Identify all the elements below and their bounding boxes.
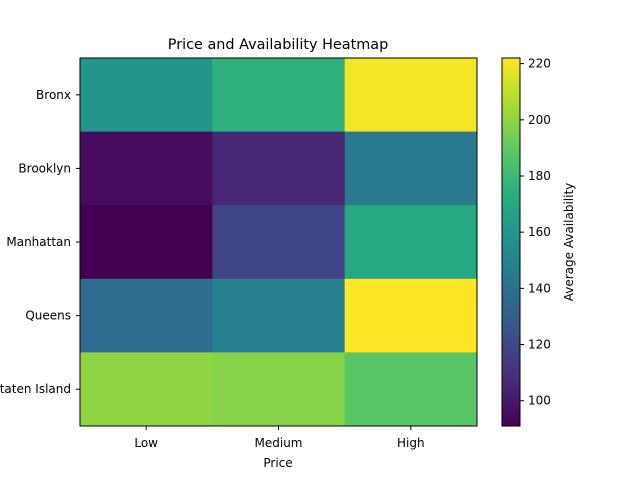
y-tick-label: Staten Island — [0, 382, 71, 396]
x-axis-label: Price — [263, 456, 292, 470]
colorbar-tick-label: 120 — [528, 338, 551, 352]
chart-title: Price and Availability Heatmap — [168, 37, 388, 53]
colorbar-tick-label: 140 — [528, 281, 551, 295]
colorbar — [501, 57, 521, 427]
heatmap-cell — [212, 278, 346, 353]
heatmap-cells — [80, 58, 478, 427]
heatmap-cell — [80, 131, 213, 206]
x-axis-ticks: Low Medium High — [134, 426, 425, 450]
colorbar-tick-label: 220 — [528, 57, 551, 71]
heatmap-cell — [344, 131, 478, 206]
heatmap-cell — [80, 352, 213, 427]
y-tick-label: Manhattan — [6, 235, 71, 249]
heatmap-cell — [212, 205, 346, 280]
x-tick-label: Low — [134, 436, 158, 450]
colorbar-label: Average Availability — [562, 183, 576, 302]
colorbar-tick-label: 180 — [528, 169, 551, 183]
heatmap-cell — [80, 205, 213, 280]
colorbar-ticks: 100 120 140 160 180 200 220 — [520, 57, 551, 408]
y-axis-ticks: Bronx Brooklyn Manhattan Queens Staten Islan… — [0, 88, 80, 396]
heatmap-cell — [344, 205, 478, 280]
colorbar-tick-label: 100 — [528, 394, 551, 408]
x-tick-label: Medium — [255, 436, 303, 450]
heatmap-cell — [80, 278, 213, 353]
colorbar-tick-label: 200 — [528, 113, 551, 127]
y-tick-label: Bronx — [36, 88, 71, 102]
heatmap-cell — [212, 58, 346, 133]
heatmap-cell — [80, 58, 213, 133]
heatmap-cell — [344, 58, 478, 133]
y-tick-label: Brooklyn — [18, 161, 71, 175]
y-tick-label: Queens — [25, 309, 71, 323]
heatmap-cell — [344, 352, 478, 427]
heatmap-cell — [344, 278, 478, 353]
x-tick-label: High — [397, 436, 425, 450]
heatmap-cell — [212, 352, 346, 427]
heatmap-cell — [212, 131, 346, 206]
colorbar-tick-label: 160 — [528, 225, 551, 239]
